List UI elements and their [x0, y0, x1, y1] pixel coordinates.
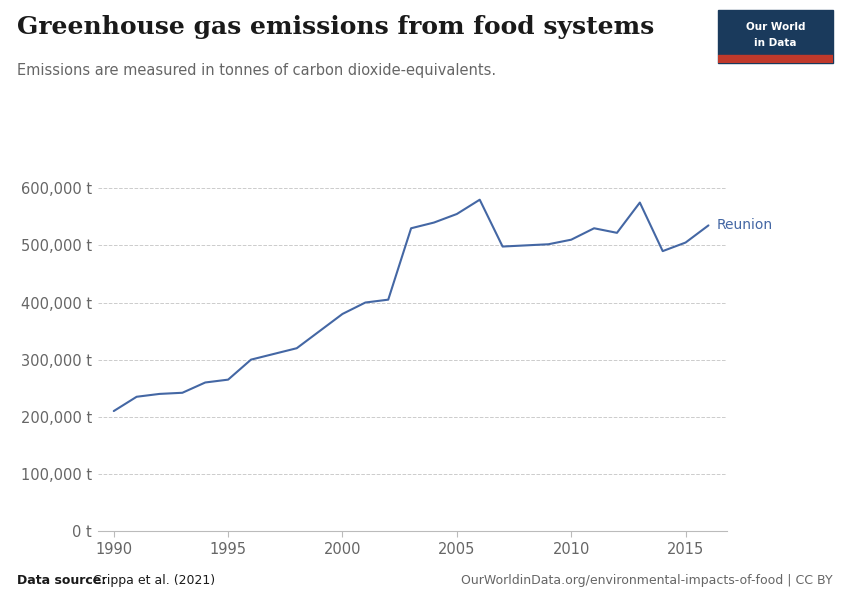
Text: in Data: in Data [755, 38, 796, 48]
Text: Emissions are measured in tonnes of carbon dioxide-equivalents.: Emissions are measured in tonnes of carb… [17, 63, 496, 78]
Bar [718, 55, 833, 63]
Text: Reunion: Reunion [717, 218, 773, 232]
Text: Greenhouse gas emissions from food systems: Greenhouse gas emissions from food syste… [17, 15, 654, 39]
Text: Our World: Our World [746, 22, 805, 32]
Text: Crippa et al. (2021): Crippa et al. (2021) [89, 574, 215, 587]
Text: Data source:: Data source: [17, 574, 106, 587]
Text: OurWorldinData.org/environmental-impacts-of-food | CC BY: OurWorldinData.org/environmental-impacts… [462, 574, 833, 587]
